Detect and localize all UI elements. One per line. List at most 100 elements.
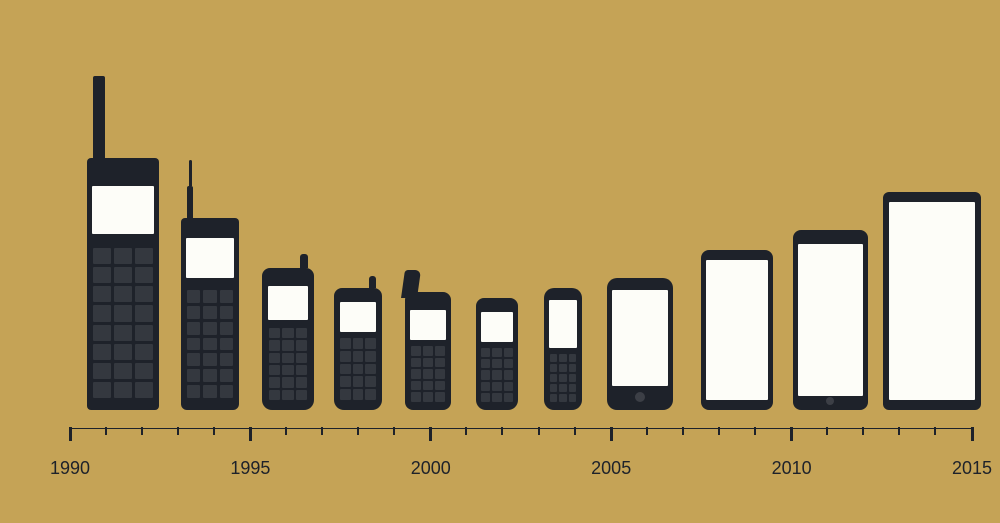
keypad-key — [296, 328, 307, 338]
keypad-key — [569, 394, 576, 402]
keypad-key — [203, 322, 216, 335]
phone-2002-keypad — [481, 348, 513, 402]
keypad-key — [93, 325, 111, 341]
keypad-key — [220, 306, 233, 319]
axis-label: 2005 — [591, 458, 631, 479]
keypad-key — [187, 290, 200, 303]
phone-2002-body — [476, 298, 518, 410]
axis-label: 1995 — [230, 458, 270, 479]
keypad-key — [203, 306, 216, 319]
keypad-key — [365, 338, 376, 349]
keypad-key — [114, 248, 132, 264]
phone-1996-candybar-antenna — [300, 254, 308, 268]
keypad-key — [504, 370, 513, 379]
keypad-key — [353, 364, 364, 375]
axis-tick — [429, 427, 432, 441]
keypad-key — [282, 390, 293, 400]
keypad-key — [93, 363, 111, 379]
keypad-key — [435, 369, 445, 379]
axis-tick — [213, 427, 215, 435]
keypad-key — [569, 354, 576, 362]
keypad-key — [135, 286, 153, 302]
phone-1993-antenna-tip — [189, 160, 192, 186]
keypad-key — [559, 354, 566, 362]
keypad-key — [550, 354, 557, 362]
keypad-key — [187, 385, 200, 398]
keypad-key — [135, 305, 153, 321]
phone-2005-slim-keypad — [550, 354, 576, 402]
axis-tick — [538, 427, 540, 435]
keypad-key — [492, 359, 501, 368]
keypad-key — [411, 346, 421, 356]
axis-tick — [141, 427, 143, 435]
axis-tick — [826, 427, 828, 435]
keypad-key — [282, 365, 293, 375]
axis-label: 2010 — [772, 458, 812, 479]
keypad-key — [504, 359, 513, 368]
keypad-key — [114, 267, 132, 283]
keypad-key — [220, 338, 233, 351]
phone-2000-flip — [405, 292, 451, 410]
keypad-key — [504, 382, 513, 391]
keypad-key — [411, 381, 421, 391]
keypad-key — [114, 305, 132, 321]
keypad-key — [481, 393, 490, 402]
keypad-key — [559, 394, 566, 402]
phone-2012-phone-large-screen — [798, 244, 863, 396]
keypad-key — [559, 374, 566, 382]
phone-1996-candybar-keypad — [269, 328, 307, 400]
keypad-key — [93, 382, 111, 398]
axis-label: 1990 — [50, 458, 90, 479]
axis-tick — [69, 427, 72, 441]
keypad-key — [365, 376, 376, 387]
keypad-key — [559, 384, 566, 392]
keypad-key — [203, 369, 216, 382]
keypad-key — [365, 351, 376, 362]
keypad-key — [340, 364, 351, 375]
phone-2010-tablet-small-body — [701, 250, 773, 410]
phone-2005-slim — [544, 288, 582, 410]
keypad-key — [203, 290, 216, 303]
phone-1990-brick-antenna — [93, 76, 105, 158]
phone-1996-candybar-screen — [268, 286, 308, 320]
phones-row — [0, 70, 1000, 410]
phone-1990-brick-screen — [92, 186, 154, 234]
keypad-key — [296, 340, 307, 350]
phone-2012-phone-large-body — [793, 230, 868, 410]
keypad-key — [481, 370, 490, 379]
keypad-key — [435, 358, 445, 368]
axis-tick — [357, 427, 359, 435]
keypad-key — [296, 365, 307, 375]
phone-1998-screen — [340, 302, 376, 332]
keypad-key — [296, 390, 307, 400]
keypad-key — [423, 392, 433, 402]
phone-2005-slim-body — [544, 288, 582, 410]
phone-2007-smartphone — [607, 278, 673, 410]
keypad-key — [135, 325, 153, 341]
keypad-key — [550, 364, 557, 372]
phone-2015-phablet-screen — [889, 202, 975, 400]
keypad-key — [353, 351, 364, 362]
phone-1996-candybar-body — [262, 268, 314, 410]
keypad-key — [269, 377, 280, 387]
keypad-key — [353, 338, 364, 349]
phone-1990-brick-keypad — [93, 248, 153, 398]
keypad-key — [114, 325, 132, 341]
axis-tick — [285, 427, 287, 435]
keypad-key — [282, 340, 293, 350]
phone-1996-candybar — [262, 268, 314, 410]
keypad-key — [187, 322, 200, 335]
axis-tick — [934, 427, 936, 435]
phone-2002 — [476, 298, 518, 410]
keypad-key — [135, 267, 153, 283]
keypad-key — [187, 338, 200, 351]
phone-2015-phablet-body — [883, 192, 981, 410]
keypad-key — [269, 390, 280, 400]
keypad-key — [114, 344, 132, 360]
axis-tick — [898, 427, 900, 435]
phone-1990-brick — [87, 158, 159, 410]
axis-tick — [646, 427, 648, 435]
keypad-key — [481, 348, 490, 357]
phone-2012-phone-large-home-button — [826, 397, 834, 405]
axis-tick — [105, 427, 107, 435]
